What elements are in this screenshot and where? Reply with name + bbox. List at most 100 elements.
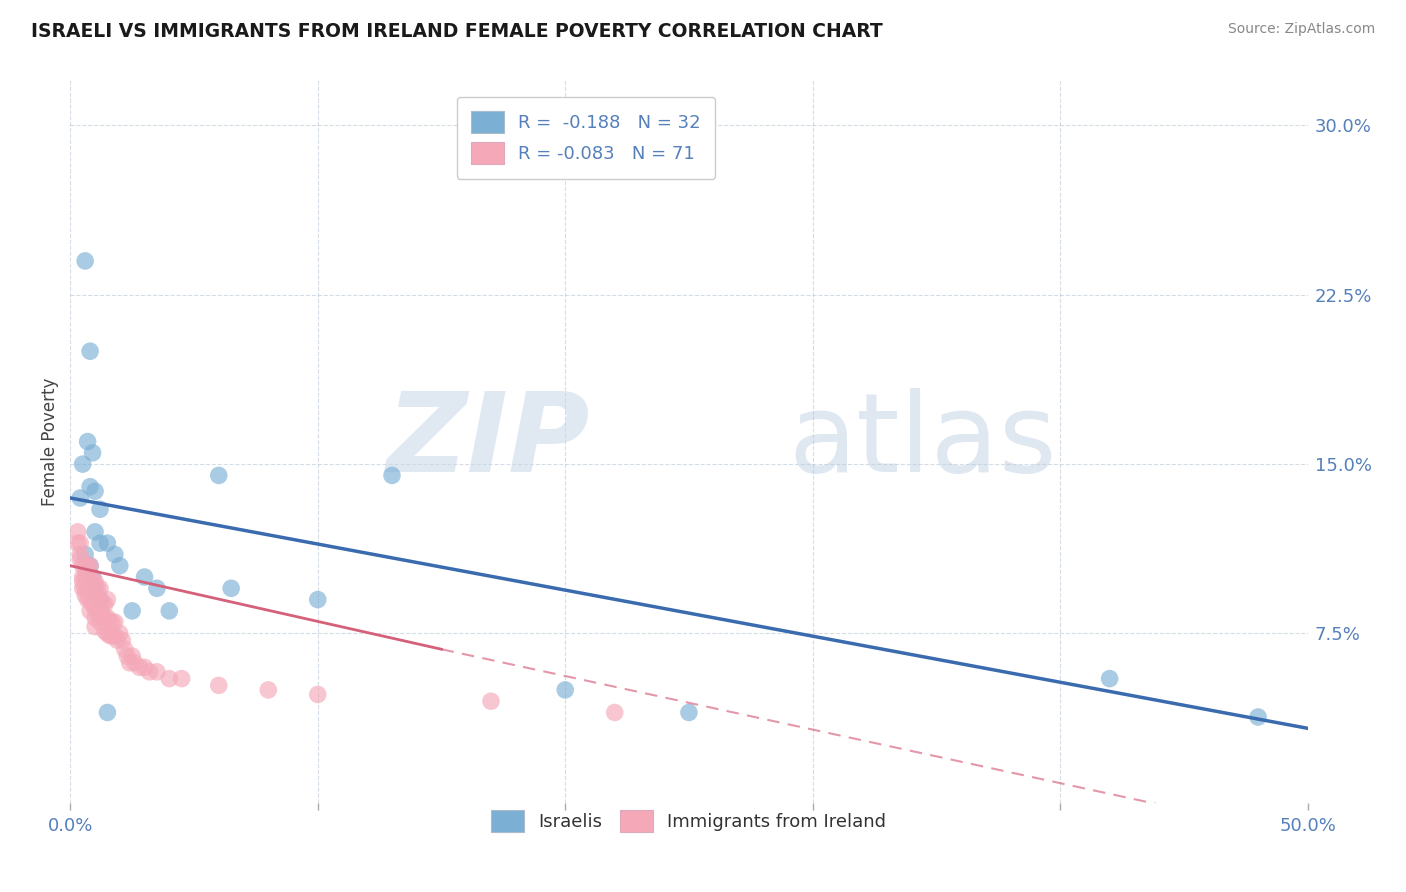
Point <box>219 582 242 596</box>
Point <box>104 548 127 562</box>
Point <box>98 615 121 630</box>
Point <box>208 468 231 483</box>
Point <box>76 434 98 449</box>
Point <box>72 558 94 573</box>
Point <box>84 524 107 539</box>
Point <box>79 344 101 359</box>
Point <box>170 672 193 686</box>
Point <box>79 592 101 607</box>
Point <box>104 615 127 630</box>
Point <box>76 592 98 607</box>
Point <box>89 536 111 550</box>
Point <box>111 633 134 648</box>
Point <box>108 626 131 640</box>
Point <box>86 582 108 596</box>
Point <box>98 629 121 643</box>
Point <box>108 558 131 573</box>
Point <box>134 570 156 584</box>
Point <box>69 548 91 562</box>
Point <box>82 597 104 611</box>
Point <box>208 678 231 692</box>
Point <box>66 536 89 550</box>
Legend: Israelis, Immigrants from Ireland: Israelis, Immigrants from Ireland <box>482 801 896 841</box>
Point <box>79 480 101 494</box>
Point <box>1098 672 1121 686</box>
Point <box>69 536 91 550</box>
Point <box>75 548 97 562</box>
Point <box>72 570 94 584</box>
Point <box>89 582 111 596</box>
Point <box>96 626 118 640</box>
Point <box>91 610 114 624</box>
Point <box>86 604 108 618</box>
Point <box>121 648 143 663</box>
Point <box>89 604 111 618</box>
Point <box>79 558 101 573</box>
Point <box>101 615 124 630</box>
Point <box>79 570 101 584</box>
Point <box>72 457 94 471</box>
Point <box>381 468 404 483</box>
Point <box>82 574 104 589</box>
Point <box>96 536 118 550</box>
Point <box>84 484 107 499</box>
Point <box>75 253 97 268</box>
Point <box>105 633 128 648</box>
Point <box>82 583 104 598</box>
Text: Source: ZipAtlas.com: Source: ZipAtlas.com <box>1227 22 1375 37</box>
Point <box>89 592 111 607</box>
Point <box>307 687 329 701</box>
Point <box>84 592 107 607</box>
Point <box>146 665 169 679</box>
Point <box>89 615 111 630</box>
Point <box>96 610 118 624</box>
Point <box>79 558 101 573</box>
Point <box>76 582 98 596</box>
Point <box>101 629 124 643</box>
Point <box>72 582 94 596</box>
Point <box>128 660 150 674</box>
Point <box>84 582 107 596</box>
Point <box>84 610 107 624</box>
Point <box>96 592 118 607</box>
Y-axis label: Female Poverty: Female Poverty <box>41 377 59 506</box>
Point <box>84 583 107 598</box>
Text: ZIP: ZIP <box>387 388 591 495</box>
Point <box>82 570 104 584</box>
Point <box>76 558 98 573</box>
Point <box>115 648 138 663</box>
Point <box>89 592 111 607</box>
Point <box>121 604 143 618</box>
Point <box>157 604 180 618</box>
Text: atlas: atlas <box>787 388 1056 495</box>
Point <box>307 592 329 607</box>
Point <box>75 588 97 602</box>
Point <box>94 624 117 639</box>
Point <box>94 597 117 611</box>
Point <box>69 491 91 505</box>
Point <box>75 582 97 596</box>
Point <box>76 570 98 584</box>
Point <box>114 642 136 657</box>
Point <box>79 604 101 618</box>
Point <box>146 582 169 596</box>
Point <box>603 706 626 720</box>
Point <box>84 620 107 634</box>
Point <box>82 446 104 460</box>
Point <box>257 682 280 697</box>
Point <box>72 574 94 589</box>
Point <box>91 597 114 611</box>
Point <box>134 660 156 674</box>
Point <box>1247 710 1270 724</box>
Point <box>66 524 89 539</box>
Point <box>157 672 180 686</box>
Point <box>678 706 700 720</box>
Point <box>84 574 107 589</box>
Point <box>138 665 160 679</box>
Point <box>124 656 146 670</box>
Point <box>94 610 117 624</box>
Point <box>79 582 101 596</box>
Text: ISRAELI VS IMMIGRANTS FROM IRELAND FEMALE POVERTY CORRELATION CHART: ISRAELI VS IMMIGRANTS FROM IRELAND FEMAL… <box>31 22 883 41</box>
Point <box>104 629 127 643</box>
Point <box>84 601 107 615</box>
